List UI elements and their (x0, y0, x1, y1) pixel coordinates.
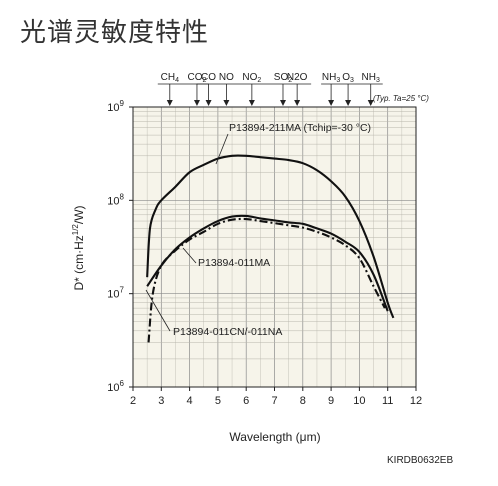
gas-marker-arrow (294, 100, 301, 106)
x-axis-title: Wavelength (μm) (229, 430, 320, 444)
series-label-1: P13894-011MA (198, 257, 270, 269)
y-tick-label: 109 (107, 99, 124, 114)
annotation-leader (215, 133, 229, 165)
gas-marker-arrow (328, 100, 335, 106)
gas-marker-arrow (367, 100, 374, 106)
gas-label: NH3 (322, 72, 340, 84)
series-lines (146, 154, 395, 343)
x-tick-label: 11 (382, 395, 393, 407)
annotation-leader (182, 247, 197, 264)
series-label-2: P13894-011CN/-011NA (173, 326, 282, 338)
gas-label: CO2 (188, 72, 207, 84)
gas-marker-arrow (193, 100, 200, 106)
x-tick-label: 7 (271, 395, 277, 407)
x-tick-label: 2 (130, 395, 136, 407)
series-line-1 (146, 214, 389, 312)
x-tick-label: 9 (328, 395, 334, 407)
annotation-leader (145, 289, 171, 332)
page-title: 光谱灵敏度特性 (20, 18, 210, 48)
gas-label: CO (201, 72, 216, 83)
x-tick-label: 10 (353, 395, 365, 407)
y-tick-label: 108 (107, 192, 124, 207)
gas-marker-arrow (345, 100, 352, 106)
x-tick-label: 8 (300, 395, 306, 407)
gas-label: N2O (287, 72, 308, 83)
x-tick-label: 4 (187, 395, 193, 407)
y-tick-label: 107 (107, 286, 124, 301)
gas-label: NO2 (242, 72, 261, 84)
x-tick-label: 6 (243, 395, 249, 407)
gas-marker-arrow (166, 100, 173, 106)
series-line-2 (147, 217, 386, 343)
x-tick-label: 5 (215, 395, 221, 407)
gas-label: NH3 (362, 72, 380, 84)
grid (132, 106, 417, 388)
gas-label: CH4 (161, 72, 179, 84)
gas-label: O3 (342, 72, 354, 84)
gas-marker-arrow (279, 100, 286, 106)
x-tick-label: 12 (410, 395, 422, 407)
figure-code: KIRDB0632EB (387, 455, 453, 466)
x-tick-label: 3 (158, 395, 164, 407)
temperature-note: (Typ. Ta=25 °C) (373, 94, 429, 103)
gas-marker-arrow (205, 100, 212, 106)
series-line-0 (146, 154, 395, 319)
y-tick-label: 106 (107, 379, 124, 394)
gas-label: SO2 (274, 72, 292, 84)
y-axis-title: D* (cm·Hz1/2/W) (71, 205, 86, 290)
gas-marker-arrow (248, 100, 255, 106)
gas-label: NO (219, 72, 234, 83)
series-annotations: P13894-211MA (Tchip=-30 °C) P13894-011MA P… (145, 122, 371, 338)
gas-marker-arrow (223, 100, 230, 106)
series-label-0: P13894-211MA (Tchip=-30 °C) (229, 122, 371, 134)
